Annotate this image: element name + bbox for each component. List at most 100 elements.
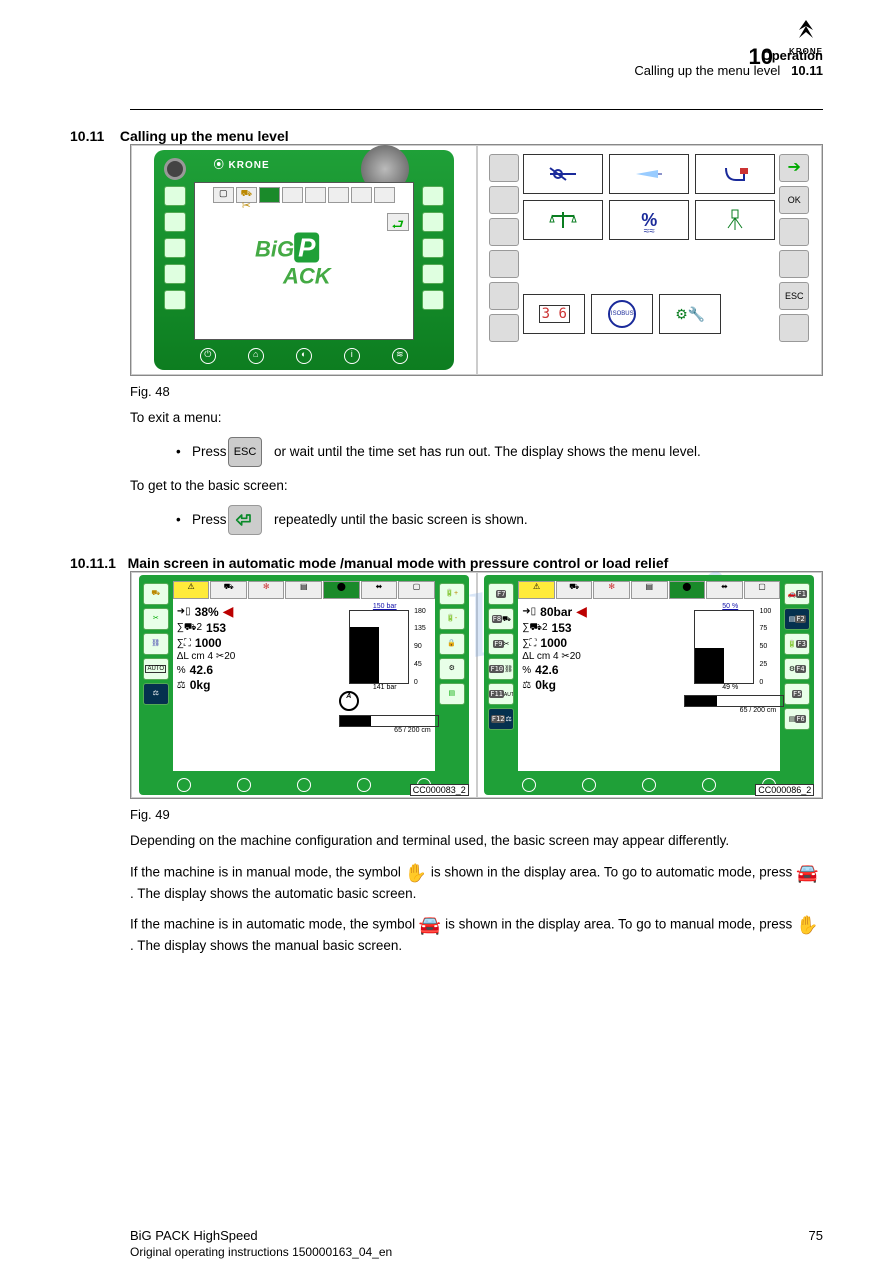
f-key[interactable]: F11AUTO bbox=[488, 683, 514, 705]
hand-icon[interactable]: ✋ bbox=[796, 913, 818, 937]
panel-side-button[interactable] bbox=[489, 186, 519, 214]
car-icon: 🚘 bbox=[419, 913, 441, 937]
f-key[interactable]: 🚗F1 bbox=[784, 583, 810, 605]
panel-side-button[interactable] bbox=[489, 314, 519, 342]
lf-button[interactable]: ⚙ bbox=[439, 658, 465, 680]
lf-button[interactable]: 🔒 bbox=[439, 633, 465, 655]
lower-figure-right: F7 F8⛟ F9✂ F10⛓ F11AUTO F12⚖ ⚠ ⛟ ✻ ▤ ⬤ ⬌ bbox=[484, 575, 814, 795]
terminal-side-button[interactable] bbox=[164, 264, 186, 284]
home-icon[interactable]: ⌂ bbox=[248, 348, 264, 364]
f-key[interactable]: ⚙F4 bbox=[784, 658, 810, 680]
f-key[interactable]: F5 bbox=[784, 683, 810, 705]
menu-scale-icon[interactable] bbox=[523, 200, 603, 240]
panel-side-button[interactable] bbox=[489, 154, 519, 182]
lf-button[interactable]: ⛓ bbox=[143, 633, 169, 655]
instruction-basic: To get to the basic screen: bbox=[130, 477, 823, 495]
terminal-side-button[interactable] bbox=[422, 290, 444, 310]
terminal-side-button[interactable] bbox=[422, 186, 444, 206]
auto-mode-para: If the machine is in automatic mode, the… bbox=[130, 913, 823, 956]
top-icon[interactable] bbox=[374, 187, 395, 203]
terminal-side-button[interactable] bbox=[422, 264, 444, 284]
figure-row-1: ⦿ KRONE ▢ ⛟✂ bbox=[130, 144, 823, 376]
lf-button[interactable]: 🔋+ bbox=[439, 583, 465, 605]
panel-ok-button[interactable]: OK bbox=[779, 186, 809, 214]
hand-icon: ✋ bbox=[405, 861, 427, 885]
panel-side-button[interactable] bbox=[489, 250, 519, 278]
power-icon[interactable]: ⏻ bbox=[200, 348, 216, 364]
lf-button[interactable]: ▤ bbox=[439, 683, 465, 705]
f-key[interactable]: F9✂ bbox=[488, 633, 514, 655]
lf-button[interactable]: ✂ bbox=[143, 608, 169, 630]
header-section: Calling up the menu level 10.11 bbox=[634, 63, 823, 78]
instruction-exit: To exit a menu: bbox=[130, 409, 823, 427]
footer-right: 75 bbox=[809, 1228, 823, 1243]
instruction-basic-row: Press repeatedly until the basic screen … bbox=[130, 505, 823, 535]
lf-button[interactable]: ⚖ bbox=[143, 683, 169, 705]
nav-icon[interactable]: ◐ bbox=[296, 348, 312, 364]
section-title-2: 10.11.1 Main screen in automatic mode /m… bbox=[70, 555, 823, 571]
top-icon[interactable] bbox=[305, 187, 326, 203]
terminal-side-button[interactable] bbox=[164, 186, 186, 206]
top-icon[interactable] bbox=[351, 187, 372, 203]
panel-side-button[interactable] bbox=[779, 314, 809, 342]
note-paragraph: Depending on the machine configuration a… bbox=[130, 832, 823, 850]
top-icon[interactable] bbox=[328, 187, 349, 203]
manual-mode-para: If the machine is in manual mode, the sy… bbox=[130, 861, 823, 904]
figure-label-2: Fig. 49 bbox=[130, 807, 823, 822]
figure-code: CC000086_2 bbox=[755, 784, 814, 796]
f-key[interactable]: F10⛓ bbox=[488, 658, 514, 680]
icon-panel: %≈≈ 3 6 ISOBUS ⚙🔧 ➔ OK ESC bbox=[489, 150, 809, 370]
esc-key-icon[interactable]: ESC bbox=[228, 437, 262, 467]
f-key[interactable]: F8⛟ bbox=[488, 608, 514, 630]
menu-percent-icon[interactable]: %≈≈ bbox=[609, 200, 689, 240]
lower-figure-left: ⛟ ✂ ⛓ AUTO ⚖ ⚠ ⛟ ✻ ▤ ⬤ ⬌ ▢ bbox=[139, 575, 469, 795]
lf-button[interactable]: ⛟ bbox=[143, 583, 169, 605]
menu-counter-icon[interactable]: 3 6 bbox=[523, 294, 585, 334]
top-icon[interactable] bbox=[282, 187, 303, 203]
menu-spray-icon[interactable] bbox=[695, 200, 775, 240]
figure-label-1: Fig. 48 bbox=[130, 384, 823, 399]
f-key[interactable]: ▤F2 bbox=[784, 608, 810, 630]
panel-side-button[interactable] bbox=[779, 250, 809, 278]
lf-button[interactable]: AUTO bbox=[143, 658, 169, 680]
menu-isobus-icon[interactable]: ISOBUS bbox=[591, 294, 653, 334]
bigpack-logo: BiGP ACK bbox=[255, 233, 331, 290]
menu-hook-icon[interactable] bbox=[695, 154, 775, 194]
figure-code: CC000083_2 bbox=[410, 784, 469, 796]
f-key[interactable]: F7 bbox=[488, 583, 514, 605]
section-title-1: 10.11 Calling up the menu level bbox=[70, 128, 823, 144]
ack-icon[interactable]: ≋ bbox=[392, 348, 408, 364]
menu-knotter-icon[interactable] bbox=[523, 154, 603, 194]
panel-side-button[interactable] bbox=[779, 218, 809, 246]
menu-beam-icon[interactable] bbox=[609, 154, 689, 194]
terminal-side-button[interactable] bbox=[422, 238, 444, 258]
f-key[interactable]: ▤F6 bbox=[784, 708, 810, 730]
chapter-number: 10 bbox=[749, 44, 773, 70]
brand-logo: KRONE bbox=[789, 18, 823, 56]
return-key-icon[interactable] bbox=[228, 505, 262, 535]
panel-esc-button[interactable]: ESC bbox=[779, 282, 809, 310]
instruction-exit-row: Press ESC or wait until the time set has… bbox=[130, 437, 823, 467]
panel-side-button[interactable] bbox=[489, 282, 519, 310]
top-icon-selected[interactable] bbox=[259, 187, 280, 203]
info-icon[interactable]: i bbox=[344, 348, 360, 364]
terminal-side-button[interactable] bbox=[164, 290, 186, 310]
terminal-side-button[interactable] bbox=[422, 212, 444, 232]
return-icon[interactable]: ⮐ bbox=[387, 213, 409, 231]
page: Operation Calling up the menu level 10.1… bbox=[0, 0, 893, 1006]
top-icon[interactable]: ▢ bbox=[213, 187, 234, 203]
panel-side-button[interactable] bbox=[489, 218, 519, 246]
top-icon[interactable]: ⛟✂ bbox=[236, 187, 257, 203]
terminal-side-button[interactable] bbox=[164, 238, 186, 258]
f-key[interactable]: F12⚖ bbox=[488, 708, 514, 730]
f-key[interactable]: 🔋F3 bbox=[784, 633, 810, 655]
terminal-brand: ⦿ KRONE bbox=[214, 156, 270, 171]
menu-settings-icon[interactable]: ⚙🔧 bbox=[659, 294, 721, 334]
panel-arrow-button[interactable]: ➔ bbox=[779, 154, 809, 182]
page-footer: BiG PACK HighSpeed 75 bbox=[130, 1228, 823, 1243]
terminal-panel: ⦿ KRONE ▢ ⛟✂ bbox=[154, 150, 454, 370]
car-icon[interactable]: 🚘 bbox=[796, 861, 818, 885]
footer-mid: Original operating instructions 15000016… bbox=[130, 1245, 392, 1259]
lf-button[interactable]: 🔋- bbox=[439, 608, 465, 630]
terminal-side-button[interactable] bbox=[164, 212, 186, 232]
